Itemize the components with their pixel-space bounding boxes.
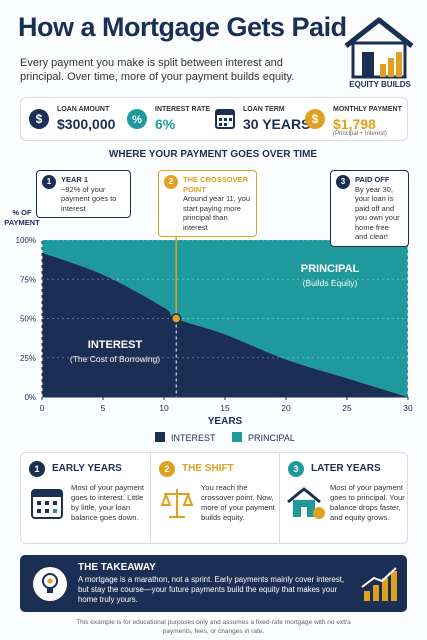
annotation: 3 PAID OFF By year 30, your loan is paid o… xyxy=(330,170,409,247)
annotation-text: Around year 11, you start paying more pr… xyxy=(183,194,250,232)
x-tick-label: 20 xyxy=(281,403,291,413)
growth-icon xyxy=(361,567,397,601)
x-tick-label: 5 xyxy=(101,403,106,413)
annotation-title: YEAR 1 xyxy=(61,175,89,184)
scale-icon xyxy=(160,489,194,518)
svg-text:%: % xyxy=(132,114,142,126)
takeaway: THE TAKEAWAY A mortgage is a marathon, n… xyxy=(20,555,407,612)
stat-value: 6% xyxy=(155,116,176,132)
cards: 1 EARLY YEARS Most of your payment goes … xyxy=(20,452,408,544)
x-tick-label: 30 xyxy=(403,403,413,413)
x-tick-label: 15 xyxy=(220,403,230,413)
y-axis-title: % OF PAYMENT xyxy=(4,208,40,227)
subtitle: Every payment you make is split between … xyxy=(20,57,295,83)
legend-label: INTEREST xyxy=(171,433,216,443)
y-tick-label: 0% xyxy=(24,393,36,402)
icon: $ xyxy=(29,109,49,129)
stat-label: LOAN AMOUNT xyxy=(57,106,110,113)
stat: $ LOAN AMOUNT $300,000 xyxy=(27,98,115,140)
crossover-point xyxy=(170,313,182,324)
card-title: LATER YEARS xyxy=(311,463,381,474)
stat-label: LOAN TERM xyxy=(243,106,285,113)
annotation-number: 2 xyxy=(164,175,178,189)
stat-label: MONTHLY PAYMENT xyxy=(333,106,402,113)
stat-note: (Principal + Interest) xyxy=(333,131,387,137)
title: How a Mortgage Gets Paid xyxy=(18,12,347,42)
legend-swatch xyxy=(155,432,165,442)
icon: $ xyxy=(305,109,325,129)
y-tick-label: 75% xyxy=(20,275,36,284)
svg-text:$: $ xyxy=(312,112,319,126)
area-sublabel: (Builds Equity) xyxy=(303,278,358,288)
annotation-text: ~92% of your payment goes to interest xyxy=(61,184,117,213)
card-number: 3 xyxy=(288,461,304,477)
x-tick-label: 25 xyxy=(342,403,352,413)
badge: EQUITY BUILDS xyxy=(349,80,411,89)
icon xyxy=(215,109,235,129)
home-icon xyxy=(287,487,325,519)
y-tick-label: 100% xyxy=(16,236,36,245)
takeaway-text: A mortgage is a marathon, not a sprint. … xyxy=(78,575,345,604)
area xyxy=(42,240,408,397)
annotation-text: By year 30, your loan is paid off and yo… xyxy=(355,184,400,242)
footer: This example is for educational purposes… xyxy=(76,619,351,635)
stat: % INTEREST RATE 6% xyxy=(125,98,210,140)
card-number: 2 xyxy=(159,461,175,477)
card-text: You reach the crossover point. Now, more… xyxy=(201,483,275,522)
stat: LOAN TERM 30 YEARS xyxy=(213,98,310,140)
card: 3 LATER YEARS Most of your payment goes … xyxy=(279,453,408,543)
stat-value: $300,000 xyxy=(57,116,116,132)
area-label: PRINCIPAL xyxy=(301,263,360,275)
annotation-title: THE CROSSOVER POINT xyxy=(183,175,249,194)
card: 1 EARLY YEARS Most of your payment goes … xyxy=(21,453,149,543)
takeaway-title: THE TAKEAWAY xyxy=(78,562,156,573)
legend-label: PRINCIPAL xyxy=(248,433,295,443)
stat-label: INTEREST RATE xyxy=(155,106,211,113)
card-title: EARLY YEARS xyxy=(52,463,122,474)
card-title: THE SHIFT xyxy=(182,463,234,474)
card-text: Most of your payment goes to interest. L… xyxy=(71,483,145,522)
stat: $ MONTHLY PAYMENT $1,798 (Principal + In… xyxy=(303,98,402,140)
stat-value: $1,798 xyxy=(333,116,376,132)
area xyxy=(42,252,408,397)
x-axis-title: YEARS xyxy=(208,416,243,427)
icon: % xyxy=(127,109,147,129)
x-tick-label: 0 xyxy=(40,403,45,413)
bulb-icon xyxy=(33,567,67,601)
stats-bar: $ LOAN AMOUNT $300,000 % INTEREST RATE 6… xyxy=(20,97,408,141)
y-tick-label: 50% xyxy=(20,315,36,324)
y-tick-label: 25% xyxy=(20,354,36,363)
svg-text:$: $ xyxy=(36,112,43,126)
card-number: 1 xyxy=(29,461,45,477)
calendar-icon xyxy=(31,489,63,519)
chart: WHERE YOUR PAYMENT GOES OVER TIME 0% 25% 5… xyxy=(4,149,413,443)
annotation-number: 3 xyxy=(336,175,350,189)
stat-value: 30 YEARS xyxy=(243,116,311,132)
annotation-title: PAID OFF xyxy=(355,175,390,184)
area-sublabel: (The Cost of Borrowing) xyxy=(70,354,160,364)
chart-title: WHERE YOUR PAYMENT GOES OVER TIME xyxy=(109,149,318,160)
house-icon xyxy=(344,17,414,79)
annotation-number: 1 xyxy=(42,175,56,189)
x-tick-label: 10 xyxy=(159,403,169,413)
legend-swatch xyxy=(232,432,242,442)
annotation: 2 THE CROSSOVER POINT Around year 11, you … xyxy=(158,170,257,237)
area-label: INTEREST xyxy=(88,339,143,351)
card: 2 THE SHIFT You reach the crossover poin… xyxy=(150,453,279,543)
annotation: 1 YEAR 1 ~92% of your payment goes to inte… xyxy=(36,170,131,218)
card-text: Most of your payment goes to principal. … xyxy=(330,483,405,522)
